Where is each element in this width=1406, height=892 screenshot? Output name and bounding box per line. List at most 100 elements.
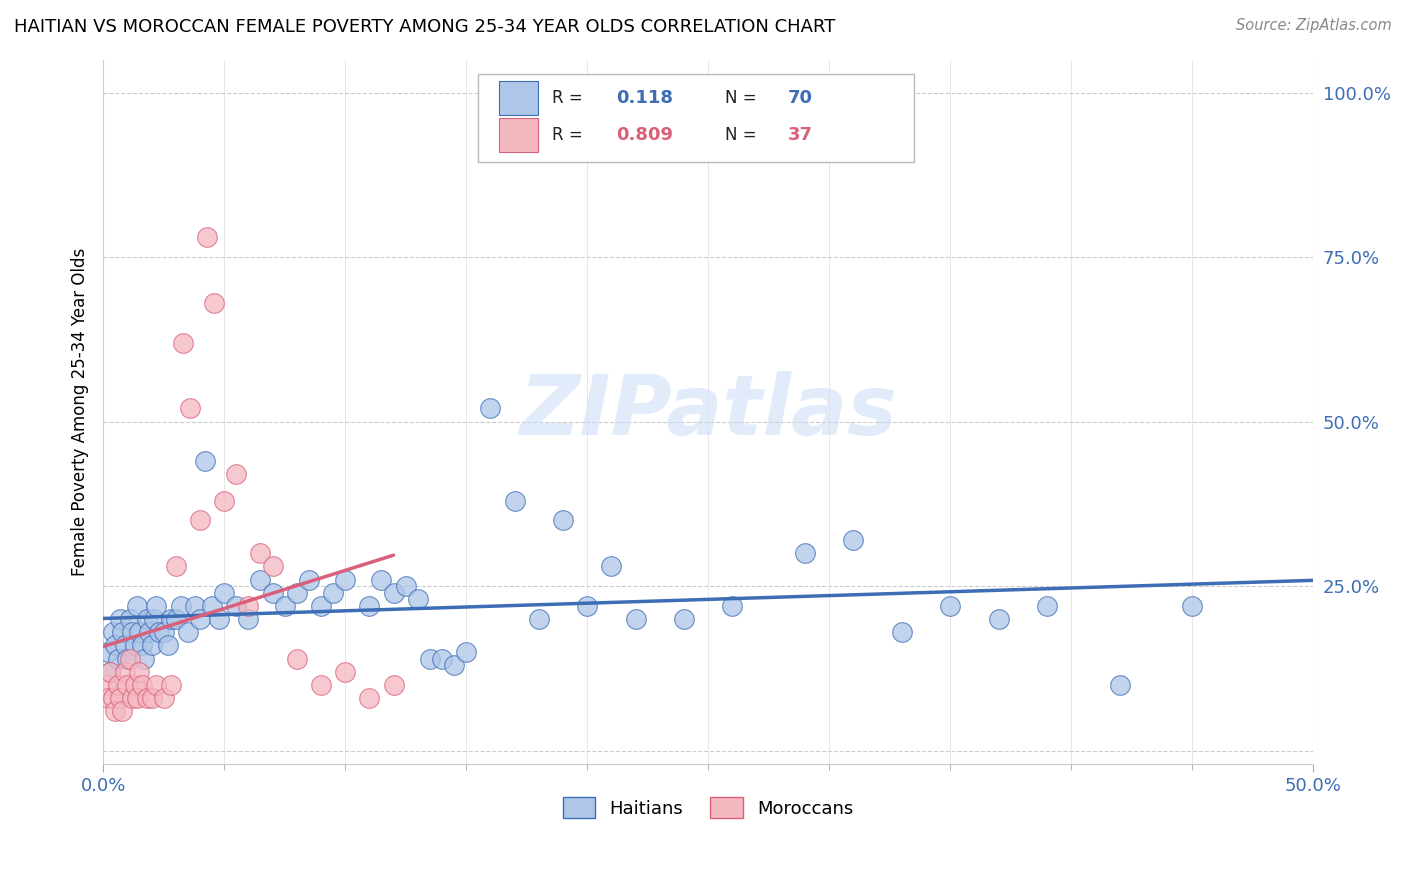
Point bbox=[333, 573, 356, 587]
Point bbox=[160, 612, 183, 626]
Point bbox=[794, 546, 817, 560]
FancyBboxPatch shape bbox=[478, 74, 914, 161]
Point bbox=[101, 625, 124, 640]
Point bbox=[456, 645, 478, 659]
Point bbox=[225, 467, 247, 482]
Point bbox=[503, 493, 526, 508]
Point bbox=[94, 678, 117, 692]
Point bbox=[114, 665, 136, 679]
Point bbox=[160, 678, 183, 692]
Text: R =: R = bbox=[553, 126, 583, 144]
Point bbox=[100, 665, 122, 679]
Text: HAITIAN VS MOROCCAN FEMALE POVERTY AMONG 25-34 YEAR OLDS CORRELATION CHART: HAITIAN VS MOROCCAN FEMALE POVERTY AMONG… bbox=[14, 18, 835, 36]
Point bbox=[117, 651, 139, 665]
Point bbox=[285, 585, 308, 599]
Point bbox=[145, 599, 167, 613]
Text: N =: N = bbox=[725, 126, 756, 144]
Point bbox=[165, 612, 187, 626]
Point bbox=[890, 625, 912, 640]
Point bbox=[273, 599, 295, 613]
Point bbox=[194, 454, 217, 468]
Point bbox=[121, 625, 143, 640]
Point bbox=[134, 651, 156, 665]
Point bbox=[111, 704, 134, 718]
Point bbox=[527, 612, 550, 626]
Point bbox=[177, 625, 200, 640]
Point bbox=[238, 599, 260, 613]
Point bbox=[309, 678, 332, 692]
Point bbox=[479, 401, 502, 416]
Point bbox=[298, 573, 321, 587]
Point bbox=[101, 691, 124, 706]
Point bbox=[430, 651, 453, 665]
Point bbox=[333, 665, 356, 679]
Point bbox=[204, 296, 226, 310]
Point bbox=[249, 573, 271, 587]
Point bbox=[262, 585, 284, 599]
Point bbox=[322, 585, 344, 599]
Point bbox=[104, 638, 127, 652]
Point bbox=[107, 678, 129, 692]
Point bbox=[600, 559, 623, 574]
Point bbox=[1108, 678, 1130, 692]
Point bbox=[359, 691, 381, 706]
Point bbox=[128, 665, 150, 679]
Point bbox=[131, 638, 153, 652]
Point bbox=[145, 678, 167, 692]
Point bbox=[152, 625, 174, 640]
Text: 0.809: 0.809 bbox=[616, 126, 673, 144]
Point bbox=[1181, 599, 1204, 613]
Point bbox=[152, 691, 174, 706]
Point bbox=[406, 592, 429, 607]
Text: R =: R = bbox=[553, 89, 583, 107]
Point bbox=[201, 599, 224, 613]
Point bbox=[419, 651, 441, 665]
Point bbox=[104, 704, 127, 718]
Point bbox=[624, 612, 647, 626]
Point bbox=[576, 599, 599, 613]
Text: N =: N = bbox=[725, 89, 756, 107]
Point bbox=[142, 612, 165, 626]
Point bbox=[184, 599, 207, 613]
Point bbox=[131, 678, 153, 692]
Point bbox=[138, 625, 160, 640]
Point bbox=[443, 658, 465, 673]
Point bbox=[195, 230, 218, 244]
Point bbox=[721, 599, 744, 613]
Point bbox=[188, 513, 211, 527]
Point bbox=[212, 493, 235, 508]
Point bbox=[225, 599, 247, 613]
Point bbox=[382, 678, 405, 692]
Text: 70: 70 bbox=[789, 89, 813, 107]
Point bbox=[125, 691, 148, 706]
Point bbox=[249, 546, 271, 560]
Point bbox=[118, 651, 141, 665]
Point bbox=[111, 625, 134, 640]
Point bbox=[135, 612, 157, 626]
Point bbox=[842, 533, 865, 547]
Point bbox=[208, 612, 231, 626]
Point bbox=[125, 599, 148, 613]
Point bbox=[987, 612, 1010, 626]
Point bbox=[395, 579, 418, 593]
Point bbox=[359, 599, 381, 613]
Point bbox=[285, 651, 308, 665]
Text: 37: 37 bbox=[789, 126, 813, 144]
Point bbox=[100, 665, 122, 679]
Point bbox=[672, 612, 695, 626]
Point bbox=[114, 638, 136, 652]
Text: ZIPatlas: ZIPatlas bbox=[519, 371, 897, 452]
Point bbox=[108, 612, 131, 626]
Point bbox=[551, 513, 574, 527]
Point bbox=[1036, 599, 1059, 613]
Point bbox=[117, 678, 139, 692]
Point bbox=[169, 599, 191, 613]
Text: Source: ZipAtlas.com: Source: ZipAtlas.com bbox=[1236, 18, 1392, 33]
Text: 0.118: 0.118 bbox=[616, 89, 673, 107]
Point bbox=[309, 599, 332, 613]
Point bbox=[107, 651, 129, 665]
Point bbox=[97, 691, 120, 706]
Point bbox=[172, 335, 194, 350]
Point bbox=[141, 691, 163, 706]
Point bbox=[121, 691, 143, 706]
